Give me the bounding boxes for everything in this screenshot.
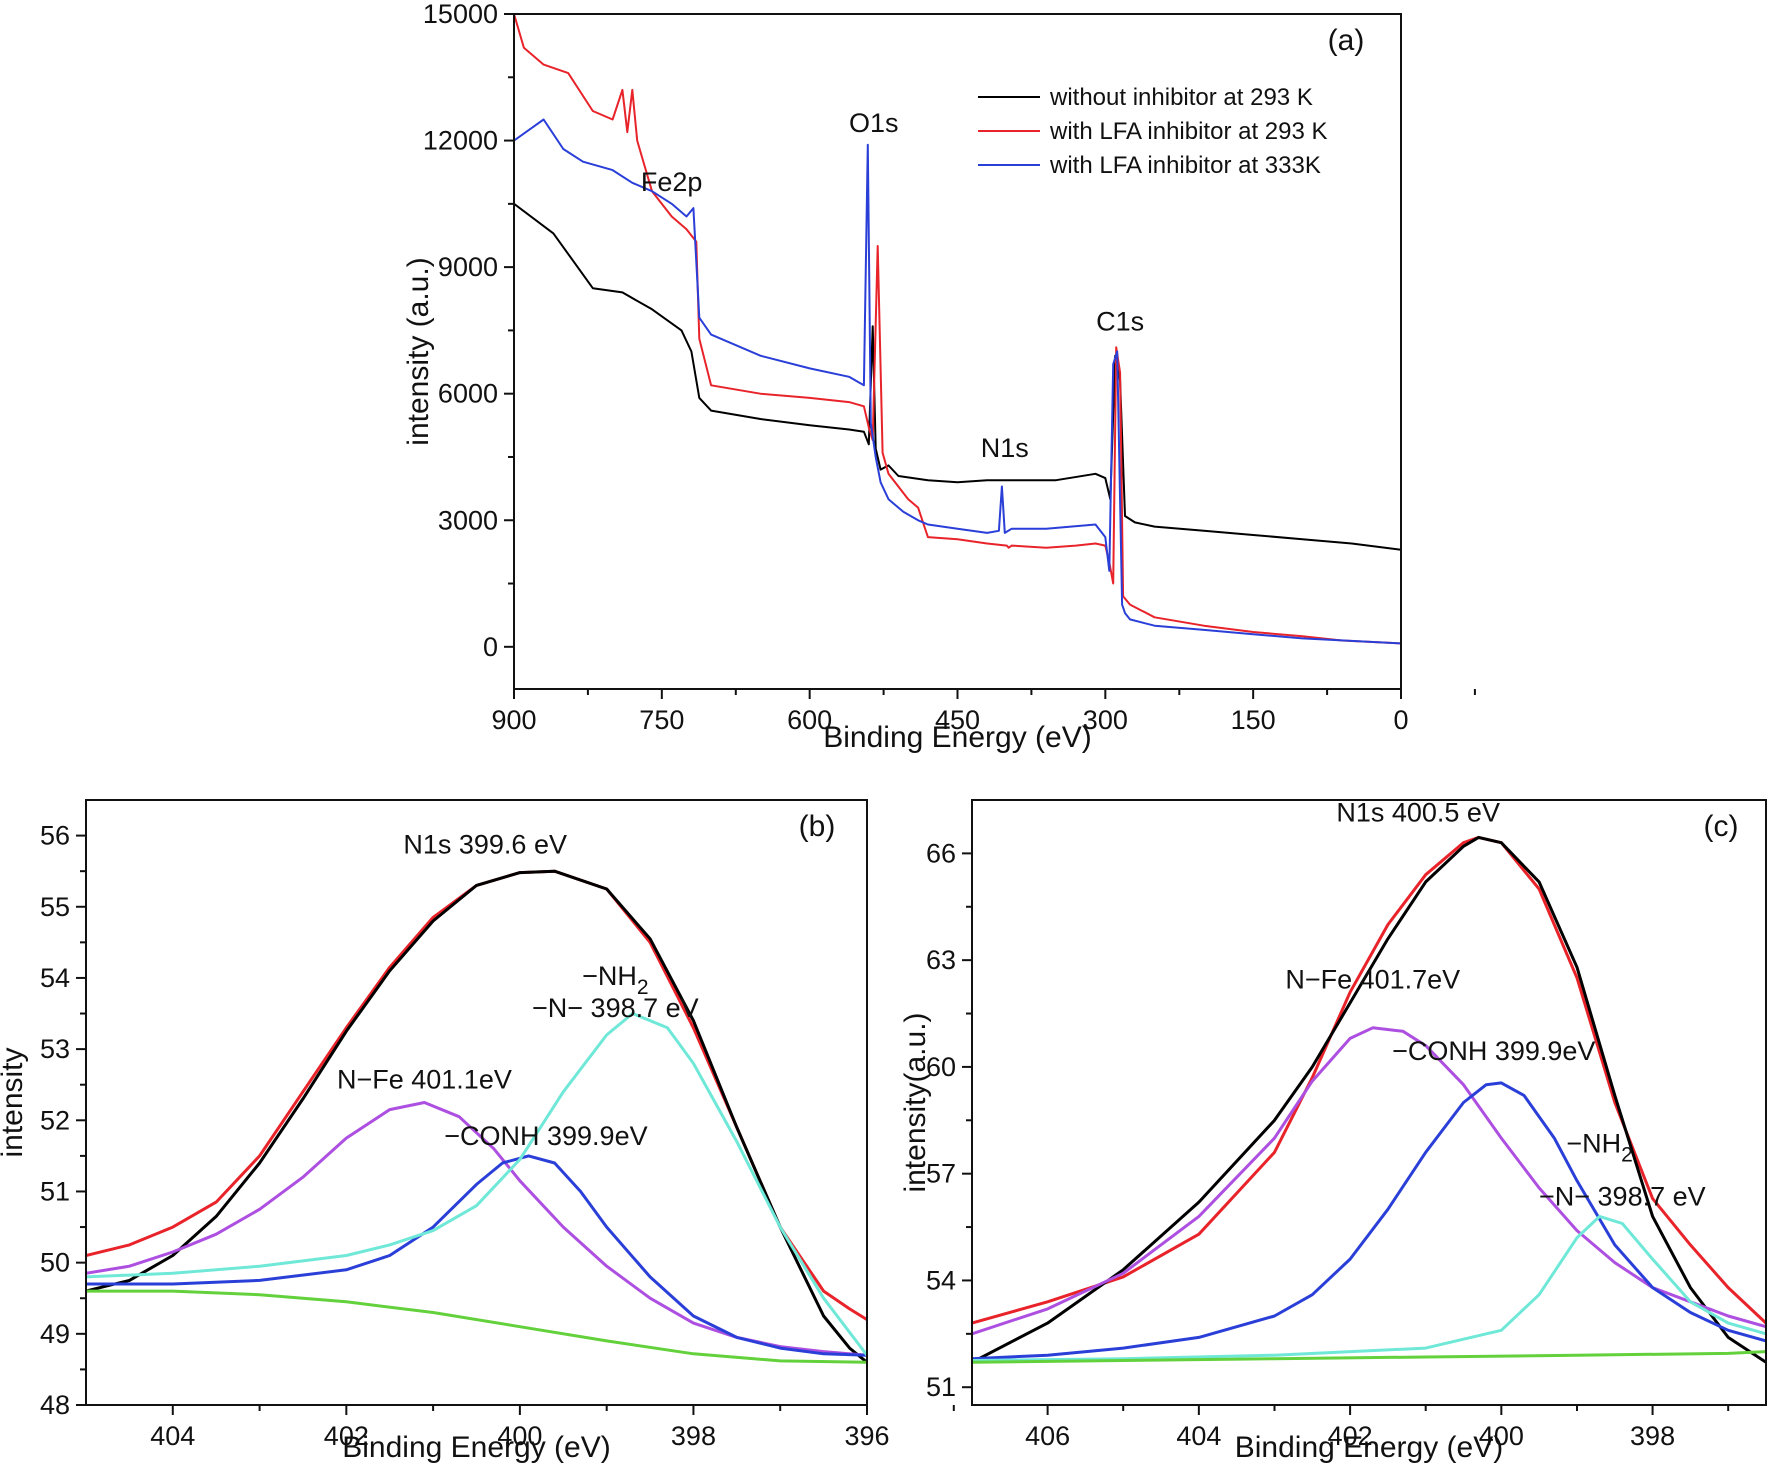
series-line-c-5 <box>972 1350 1766 1364</box>
x-tick-label: 450 <box>935 705 980 735</box>
y-tick-label: 57 <box>926 1159 956 1189</box>
x-tick-label: 750 <box>639 705 684 735</box>
x-tick-label: 0 <box>1393 705 1408 735</box>
x-tick-label: 406 <box>1025 1421 1070 1451</box>
x-tick-label: 402 <box>1328 1421 1373 1451</box>
series-group <box>514 14 1401 645</box>
y-tick-label: 9000 <box>438 252 498 282</box>
annotation-label: Fe2p <box>641 167 703 197</box>
annotation-label: C1s <box>1096 306 1144 336</box>
x-tick-label: 398 <box>1630 1421 1675 1451</box>
annotation-label: N1s <box>981 433 1029 463</box>
y-tick-label: 66 <box>926 838 956 868</box>
chart-panel-c: 406 404 402 400 398 51 54 57 60 63 66 Binding Energ… <box>899 797 1767 1464</box>
series-line-b-5 <box>86 1289 867 1364</box>
series-group <box>972 835 1766 1364</box>
y-tick-label: 3000 <box>438 505 498 535</box>
annotation-label: −CONH 399.9eV <box>1392 1036 1595 1066</box>
series-line-a-2 <box>514 118 1401 645</box>
y-tick-label: 15000 <box>423 0 498 29</box>
legend-entry: without inhibitor at 293 K <box>1049 84 1313 111</box>
annotation-label: N1s 399.6 eV <box>403 829 567 859</box>
y-tick-label: 54 <box>926 1265 956 1295</box>
y-tick-label: 53 <box>40 1034 70 1064</box>
annotation-label: −N− 398.7 eV <box>1539 1182 1706 1212</box>
y-tick-label: 55 <box>40 892 70 922</box>
series-line-b-0 <box>86 869 867 1321</box>
x-tick-label: 404 <box>150 1421 195 1451</box>
y-tick-label: 54 <box>40 963 70 993</box>
series-line-b-3 <box>86 1154 867 1357</box>
annotation-label: N1s 400.5 eV <box>1336 797 1500 827</box>
plot-frame <box>85 799 868 1406</box>
x-tick-label: 402 <box>324 1421 369 1451</box>
annotation-subscript: 2 <box>637 976 649 999</box>
annotation-label: −NH2 <box>1566 1128 1632 1166</box>
x-tick-label: 900 <box>491 705 536 735</box>
x-tick-label: 398 <box>671 1421 716 1451</box>
x-tick-label: 150 <box>1231 705 1276 735</box>
y-tick-label: 48 <box>40 1390 70 1420</box>
x-axis-title: Binding Energy (eV) <box>342 1431 610 1464</box>
x-tick-label: 600 <box>787 705 832 735</box>
legend: without inhibitor at 293 K with LFA inhib… <box>978 84 1328 179</box>
legend-entry: with LFA inhibitor at 333K <box>1049 152 1321 179</box>
y-tick-label: 51 <box>926 1372 956 1402</box>
y-tick-label: 51 <box>40 1176 70 1206</box>
y-tick-label: 6000 <box>438 379 498 409</box>
y-tick-label: 56 <box>40 821 70 851</box>
y-axis-title: intensity <box>0 1047 29 1157</box>
y-tick-label: 63 <box>926 945 956 975</box>
annotation-label: −CONH 399.9eV <box>444 1121 647 1151</box>
y-tick-label: 50 <box>40 1248 70 1278</box>
plot-frame <box>513 13 1402 690</box>
y-tick-label: 49 <box>40 1319 70 1349</box>
y-tick-label: 12000 <box>423 126 498 156</box>
y-axis-title: intensity(a.u.) <box>899 1012 932 1192</box>
y-axis-title: intensity (a.u.) <box>402 257 435 445</box>
y-tick-label: 60 <box>926 1052 956 1082</box>
y-tick-label: 52 <box>40 1105 70 1135</box>
annotation-label: −N− 398.7 eV <box>532 993 699 1023</box>
y-tick-label: 0 <box>483 632 498 662</box>
x-tick-label: 400 <box>497 1421 542 1451</box>
x-tick-label: 404 <box>1176 1421 1221 1451</box>
chart-panel-a: 900 750 600 450 300 150 0030006000900012000150… <box>402 0 1476 754</box>
series-line-a-1 <box>514 14 1401 645</box>
x-axis-title: Binding Energy (eV) <box>823 721 1091 754</box>
series-line-b-1 <box>86 869 867 1364</box>
annotation-label: N−Fe 401.7eV <box>1285 965 1460 995</box>
legend-entry: with LFA inhibitor at 293 K <box>1049 118 1328 145</box>
x-tick-label: 396 <box>844 1421 889 1451</box>
panel-label: (c) <box>1704 810 1739 843</box>
x-axis-title: Binding Energy (eV) <box>1235 1431 1503 1464</box>
series-line-c-3 <box>972 1081 1766 1361</box>
series-group <box>86 869 867 1364</box>
panel-label: (a) <box>1328 24 1365 57</box>
annotation-subscript: 2 <box>1621 1143 1633 1166</box>
annotation-label: N−Fe 401.1eV <box>337 1064 512 1094</box>
chart-panel-b: 404 402 400 398 396 48 49 50 51 52 53 54 55 56 Binding… <box>0 799 955 1464</box>
x-tick-label: 400 <box>1479 1421 1524 1451</box>
series-line-a-0 <box>514 203 1401 551</box>
x-tick-label: 300 <box>1083 705 1128 735</box>
plot-frame <box>971 799 1767 1406</box>
panel-label: (b) <box>799 810 836 843</box>
annotation-label: O1s <box>849 108 899 138</box>
